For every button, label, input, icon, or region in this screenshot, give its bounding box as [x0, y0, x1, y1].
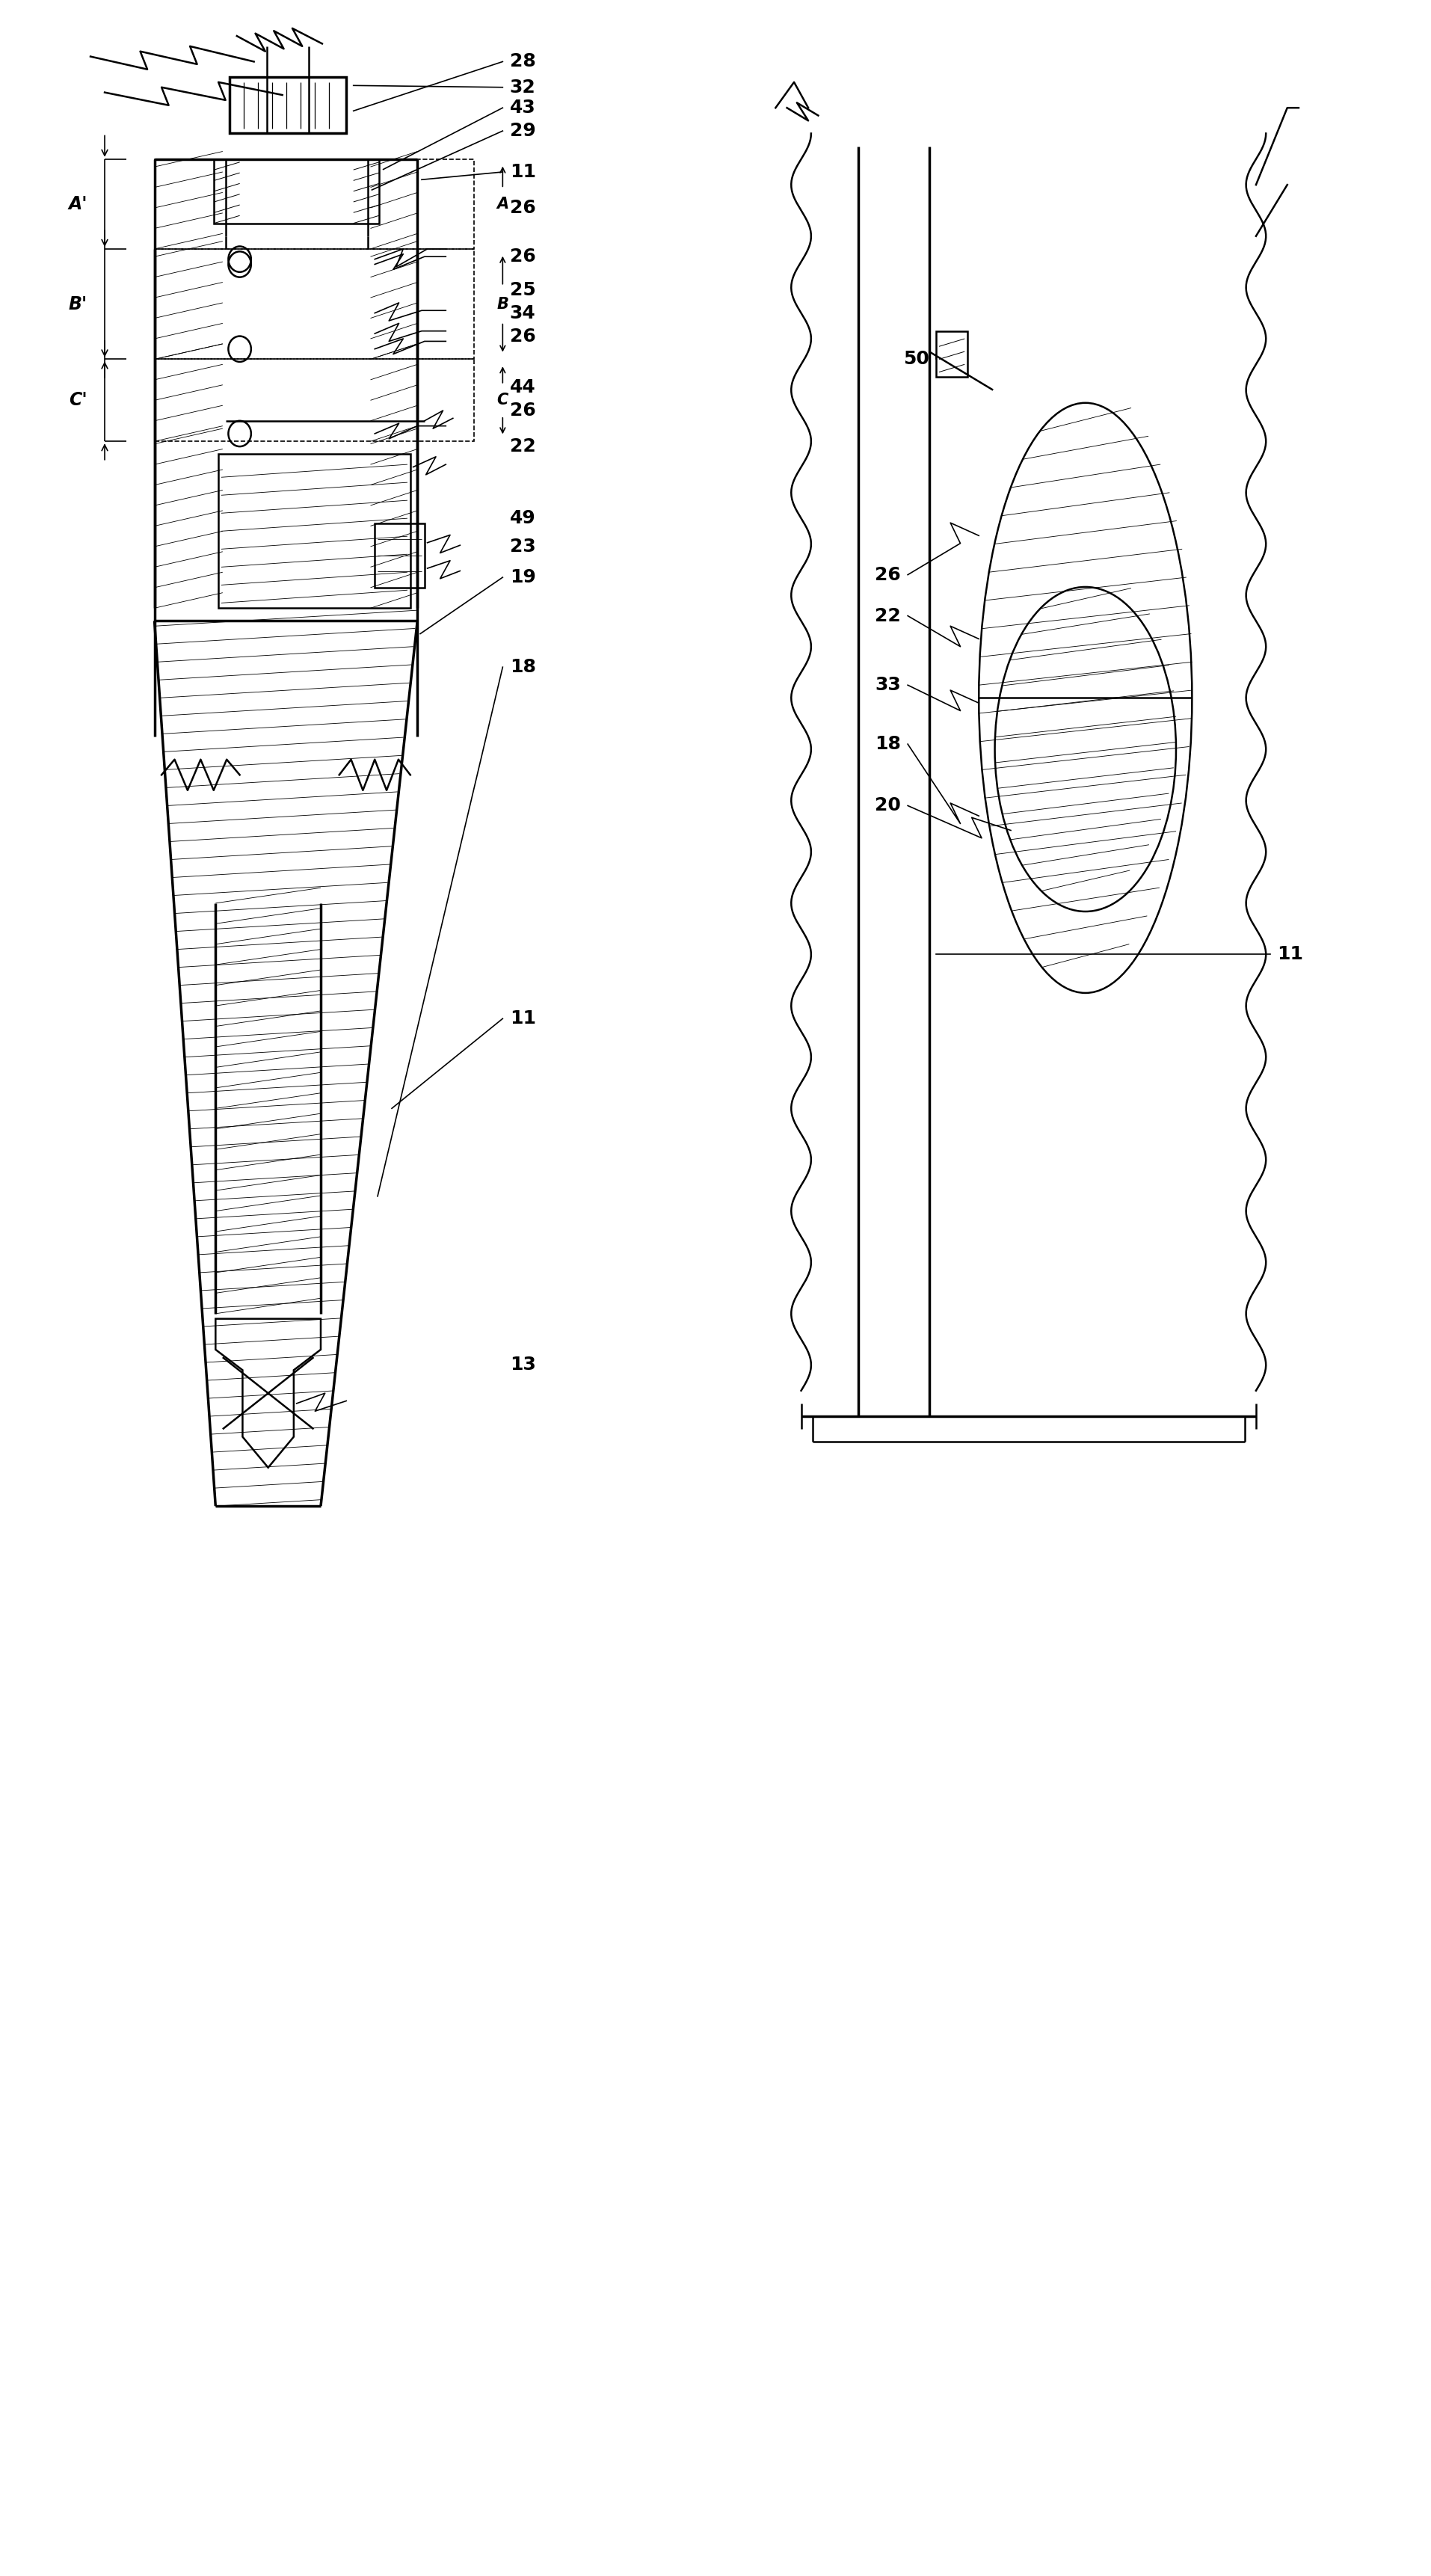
Bar	[229, 77, 346, 134]
Text: C: C	[497, 392, 508, 407]
Text: 11: 11	[509, 162, 535, 180]
Bar	[215, 160, 379, 224]
Text: A: A	[497, 196, 508, 211]
Text: 26: 26	[874, 567, 900, 585]
Text: 13: 13	[509, 1355, 535, 1373]
Bar	[155, 358, 474, 440]
Text: 26: 26	[509, 247, 535, 265]
Bar	[155, 250, 474, 358]
Text: 28: 28	[509, 52, 535, 70]
Bar	[936, 332, 967, 376]
Text: B': B'	[69, 296, 87, 314]
Text: 20: 20	[874, 796, 900, 814]
Text: 26: 26	[509, 327, 535, 345]
Text: 26: 26	[509, 198, 535, 216]
Text: 25: 25	[509, 281, 535, 299]
Text: A': A'	[69, 196, 87, 214]
Text: 33: 33	[874, 675, 900, 693]
Text: 26: 26	[509, 402, 535, 420]
Text: 11: 11	[509, 1010, 535, 1028]
Bar	[155, 160, 474, 250]
Text: 29: 29	[509, 121, 535, 139]
Text: B: B	[497, 296, 508, 312]
Text: 32: 32	[509, 77, 535, 95]
Text: 22: 22	[509, 438, 535, 456]
Bar	[219, 453, 411, 608]
Text: 22: 22	[874, 608, 900, 626]
Text: 19: 19	[509, 569, 535, 587]
Text: 43: 43	[509, 98, 535, 116]
Text: 44: 44	[509, 379, 535, 397]
Text: 34: 34	[509, 304, 535, 322]
Text: 50: 50	[903, 350, 929, 368]
Bar	[375, 523, 424, 587]
Text: 18: 18	[509, 657, 535, 675]
Text: C': C'	[69, 392, 87, 410]
Text: 23: 23	[509, 538, 535, 556]
Text: 18: 18	[874, 734, 900, 752]
Text: 11: 11	[1276, 945, 1302, 963]
Text: 49: 49	[509, 510, 535, 528]
